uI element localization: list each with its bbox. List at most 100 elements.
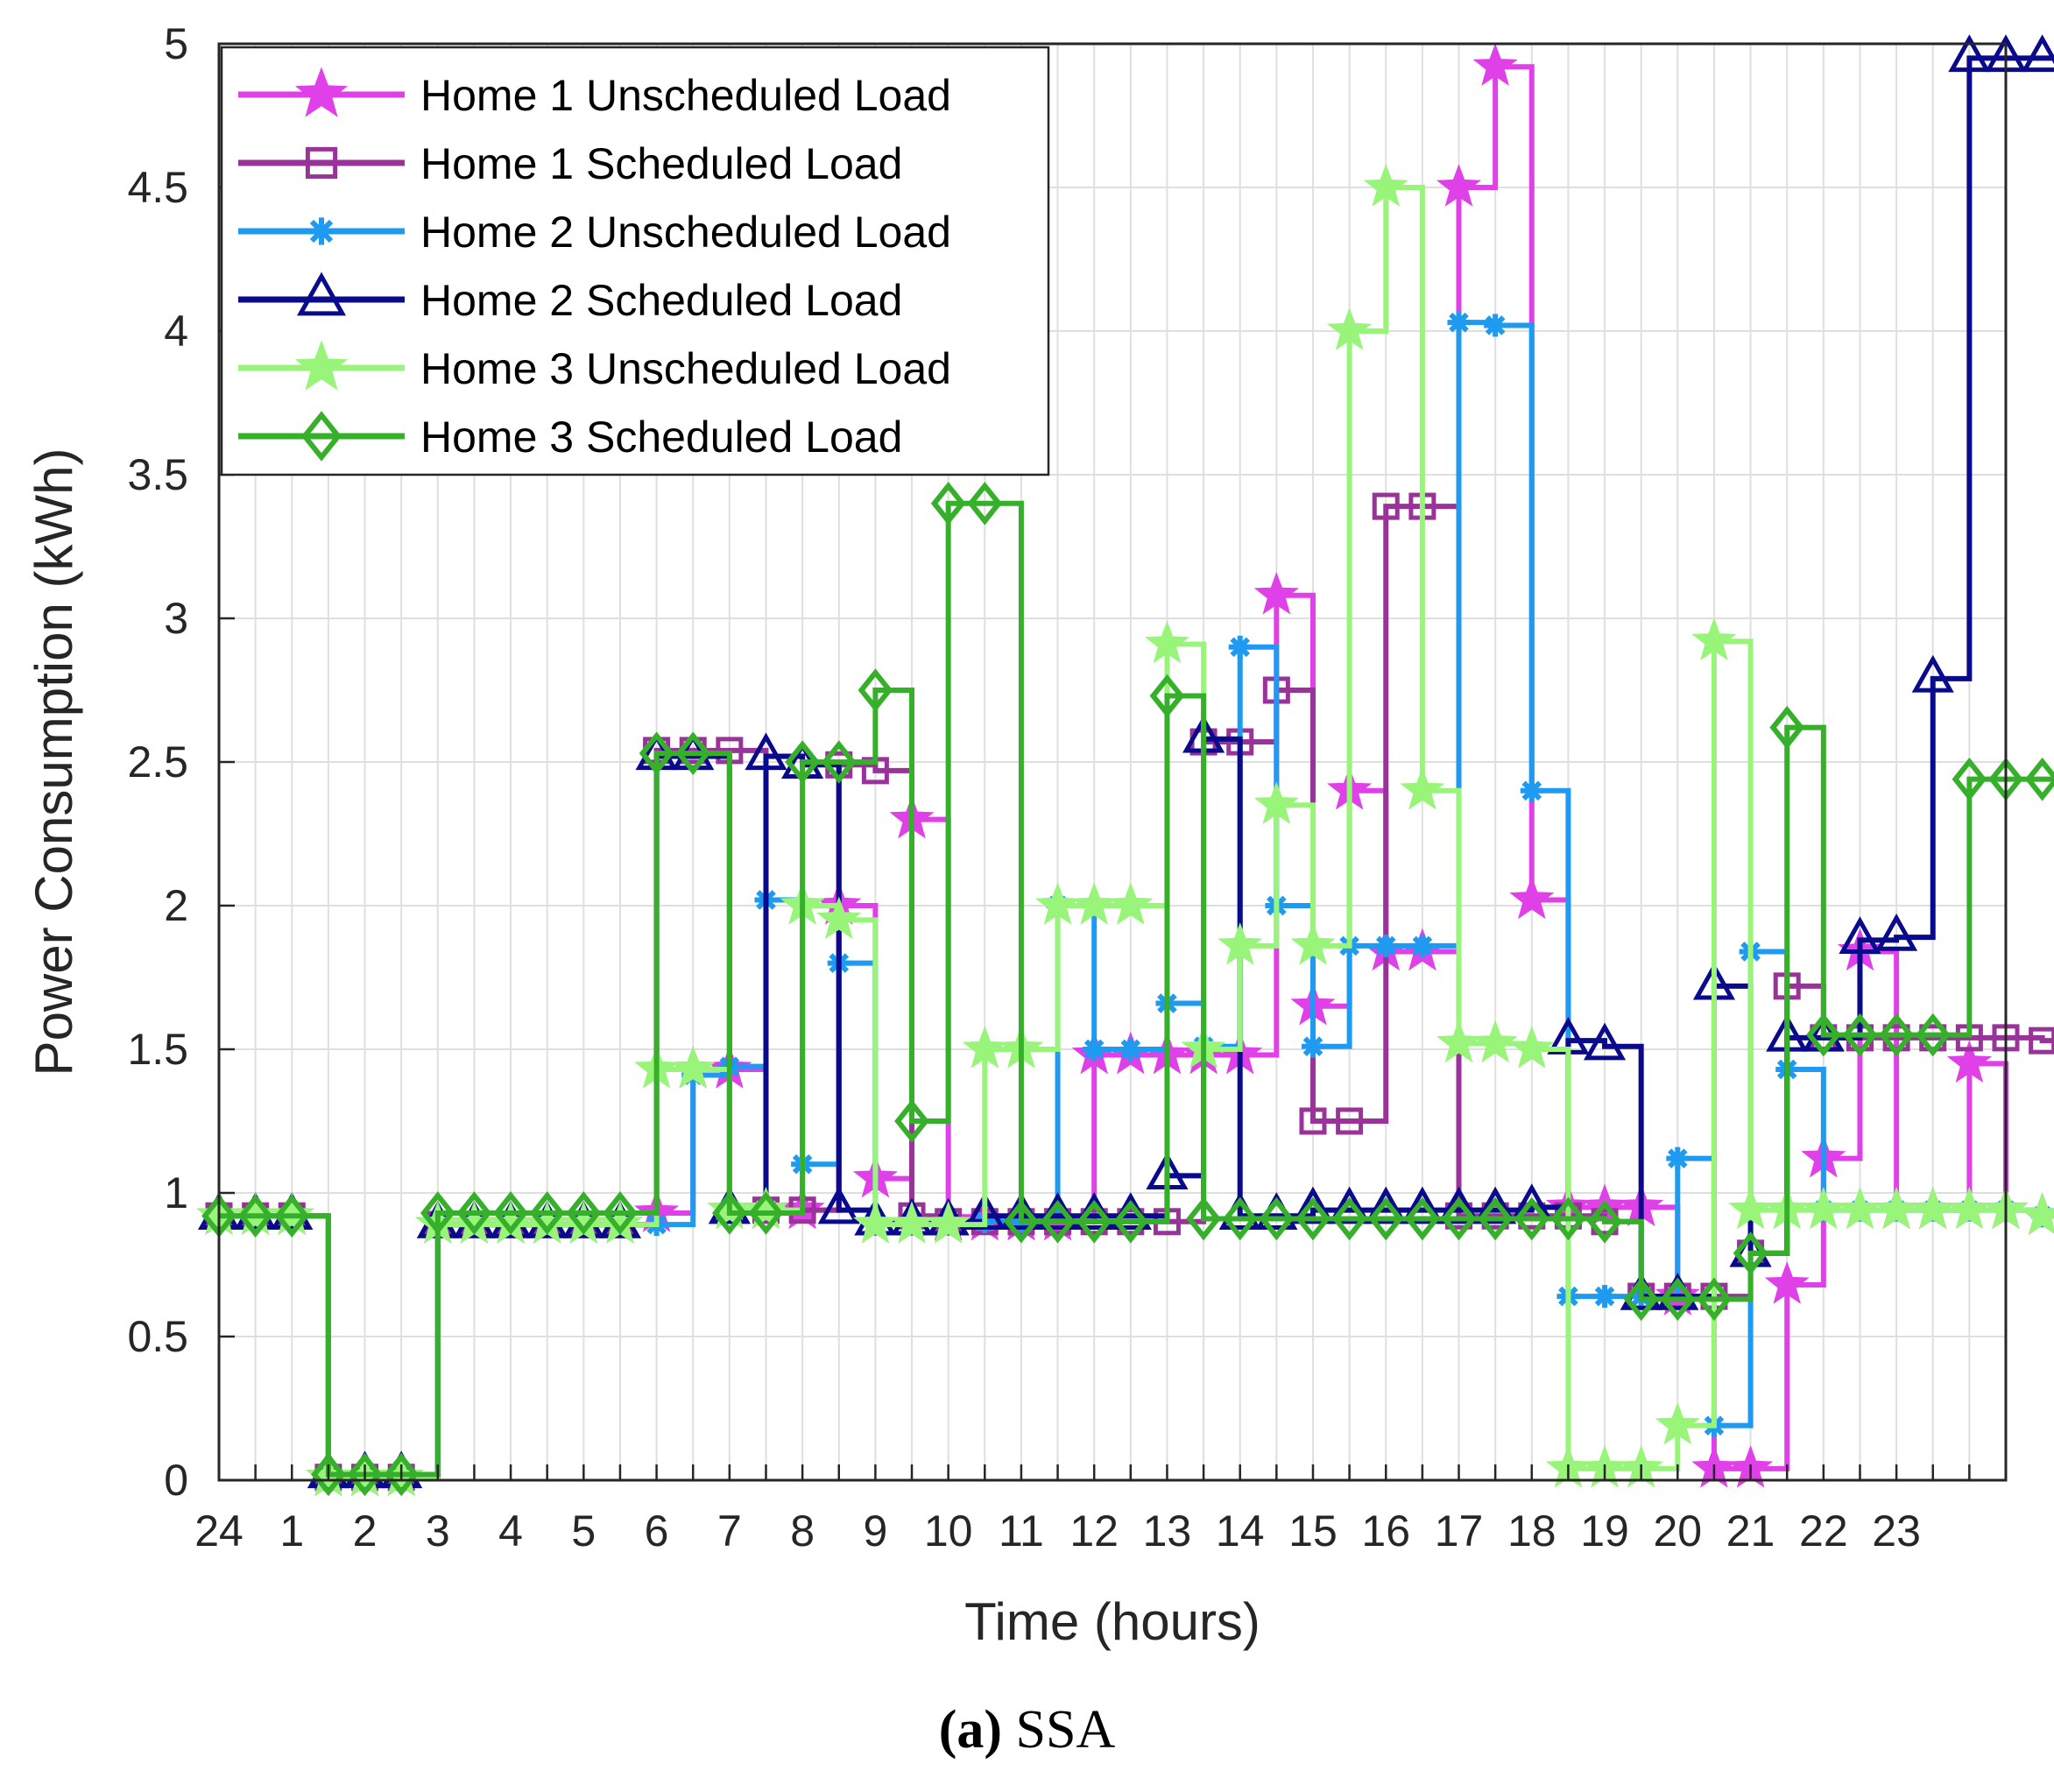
data-point — [1769, 705, 1805, 750]
data-point — [1474, 1186, 1517, 1224]
data-point — [2021, 34, 2054, 73]
y-axis-ticks: 0 0.5 1 1.5 2 2.5 3 3.5 4 4.5 5 — [127, 19, 235, 1505]
legend-marker — [296, 272, 347, 316]
data-point — [1691, 617, 1737, 661]
data-point — [1520, 779, 1543, 802]
data-point — [1374, 934, 1398, 957]
data-point — [1839, 916, 1881, 955]
data-point — [894, 1099, 929, 1143]
data-point — [1372, 492, 1400, 520]
data-point — [1660, 1277, 1696, 1322]
x-tick-label: 10 — [924, 1506, 973, 1556]
data-point — [1290, 922, 1336, 965]
data-point — [817, 1186, 860, 1224]
data-point — [1327, 307, 1373, 350]
x-axis-ticks: 24 1 2 3 4 5 6 7 8 9 10 11 12 13 14 15 16 17 18 19 20 21 22 23 — [194, 1464, 2008, 1556]
data-point — [1509, 876, 1555, 920]
data-point — [1301, 1034, 1324, 1058]
data-point — [1948, 34, 1991, 73]
data-point — [1666, 1146, 1690, 1170]
x-tick-label: 9 — [863, 1506, 887, 1556]
data-point — [1186, 1196, 1221, 1241]
data-point — [785, 740, 820, 784]
x-tick-label: 21 — [1726, 1506, 1775, 1556]
y-tick-label: 4 — [164, 307, 188, 356]
y-tick-label: 3.5 — [127, 450, 188, 499]
data-point — [529, 1191, 565, 1235]
data-point — [1655, 1401, 1700, 1445]
legend-label: Home 3 Scheduled Load — [420, 413, 902, 462]
data-point — [1472, 43, 1518, 87]
data-point — [1112, 1199, 1148, 1244]
data-point — [930, 481, 966, 526]
data-point — [1291, 1186, 1335, 1224]
data-point — [745, 732, 787, 771]
x-tick-label: 5 — [571, 1506, 596, 1556]
data-point — [1299, 1107, 1327, 1135]
x-tick-label: 7 — [717, 1506, 742, 1556]
data-point — [1623, 1277, 1659, 1322]
x-tick-label: 3 — [426, 1506, 450, 1556]
x-tick-label: 15 — [1288, 1506, 1338, 1556]
data-point — [1550, 1196, 1586, 1241]
legend-label: Home 1 Unscheduled Load — [420, 71, 951, 120]
data-point — [1253, 571, 1299, 615]
data-point — [1363, 164, 1408, 207]
data-point — [1437, 1186, 1480, 1224]
series-layer — [196, 34, 2054, 1497]
data-point — [1331, 1196, 1367, 1241]
data-point — [493, 1191, 528, 1235]
data-point — [384, 1452, 420, 1497]
x-tick-label: 22 — [1799, 1506, 1848, 1556]
legend-marker — [294, 340, 349, 391]
y-tick-label: 4.5 — [127, 163, 188, 212]
x-tick-label: 16 — [1361, 1506, 1410, 1556]
legend-entry: Home 2 Unscheduled Load — [238, 208, 951, 257]
series-6 — [201, 481, 2054, 1497]
data-point — [603, 1191, 638, 1235]
x-tick-label: 17 — [1435, 1506, 1484, 1556]
data-point — [1222, 1196, 1258, 1241]
data-point — [1733, 1231, 1768, 1275]
data-point — [1365, 1186, 1408, 1224]
data-point — [1593, 1285, 1617, 1309]
y-tick-label: 3 — [164, 594, 188, 643]
legend-entry: Home 2 Scheduled Load — [238, 272, 902, 325]
data-point — [1514, 1196, 1549, 1241]
data-point — [1400, 766, 1445, 810]
data-point — [1911, 654, 1954, 693]
data-point — [420, 1191, 455, 1235]
data-point — [1328, 1186, 1371, 1224]
x-tick-label: 23 — [1872, 1506, 1921, 1556]
data-point — [311, 1452, 346, 1497]
data-point — [1259, 1196, 1295, 1241]
data-point — [1764, 1261, 1810, 1304]
legend-label: Home 2 Unscheduled Load — [420, 208, 951, 257]
y-tick-label: 0 — [164, 1456, 188, 1505]
data-point — [566, 1191, 602, 1235]
legend-marker — [305, 146, 338, 180]
x-axis-title: Time (hours) — [964, 1592, 1260, 1651]
data-point — [743, 1186, 789, 1230]
data-point — [1509, 1026, 1555, 1069]
figure-caption: (a) SSA — [0, 1699, 2054, 1761]
data-point — [1436, 164, 1482, 207]
data-point — [237, 1194, 273, 1238]
legend: Home 1 Unscheduled Load Home 1 Scheduled … — [220, 46, 1050, 476]
data-point — [1076, 1199, 1112, 1244]
legend-entry: Home 1 Scheduled Load — [238, 139, 902, 188]
data-point — [1144, 620, 1190, 664]
data-point — [639, 731, 674, 775]
data-point — [1697, 1277, 1732, 1322]
data-point — [2020, 1192, 2054, 1236]
data-point — [1805, 1012, 1841, 1057]
data-point — [675, 731, 711, 775]
data-point — [1040, 1199, 1076, 1244]
legend-marker — [307, 217, 335, 245]
data-point — [1952, 757, 1987, 801]
x-tick-label: 8 — [790, 1506, 815, 1556]
data-point — [1295, 1196, 1331, 1241]
data-point — [1583, 1022, 1627, 1061]
data-point — [748, 1191, 784, 1235]
data-point — [926, 1201, 971, 1244]
